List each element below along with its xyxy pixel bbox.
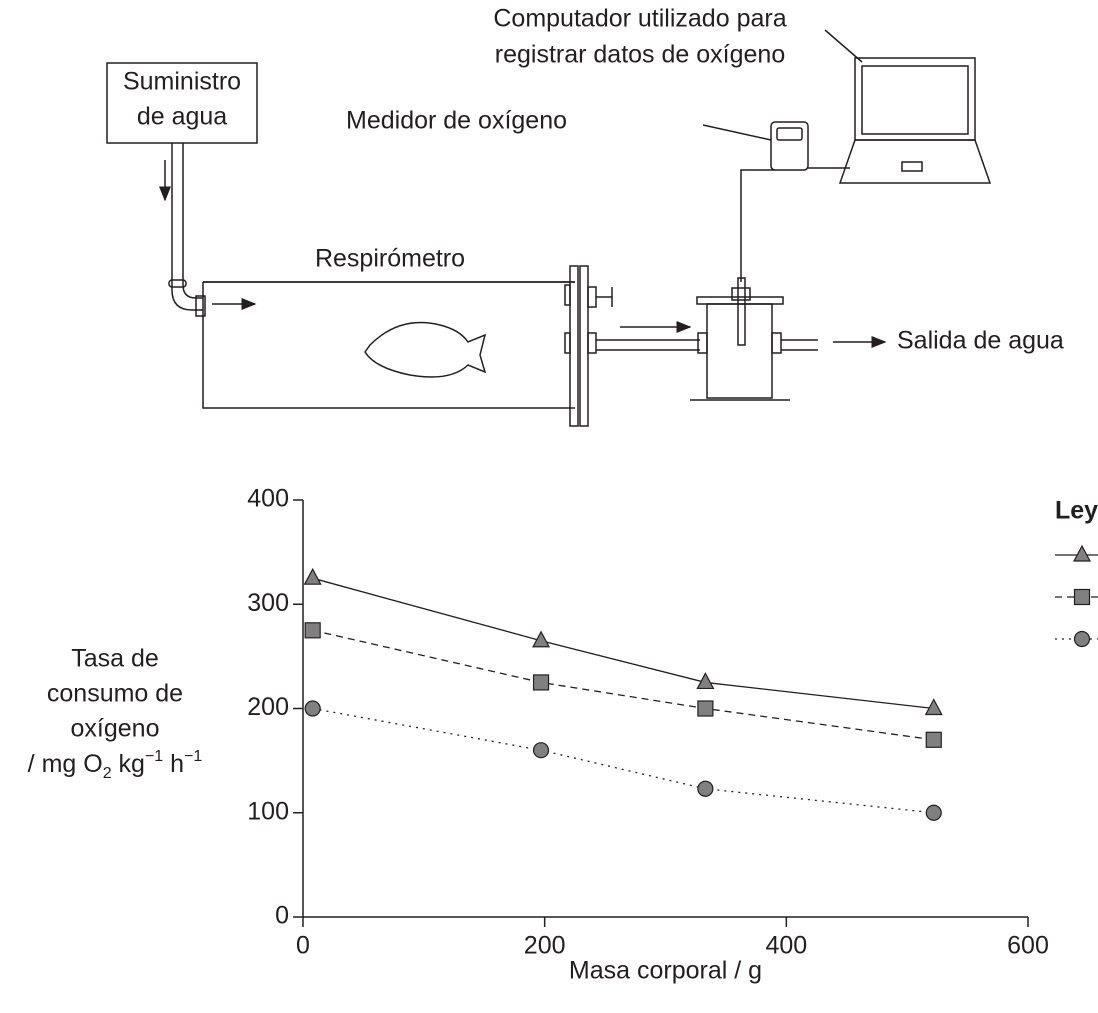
y-axis-label: oxígeno — [71, 715, 160, 743]
laptop-pad — [902, 162, 922, 171]
unit-part: h — [163, 750, 184, 778]
series-line — [313, 630, 934, 739]
data-point — [305, 701, 320, 716]
data-point — [926, 732, 941, 747]
seal — [565, 285, 570, 305]
seal — [565, 333, 570, 353]
x-axis-label: Masa corporal / g — [569, 957, 762, 985]
inlet-pipe — [172, 143, 203, 310]
legend-marker — [1075, 590, 1090, 605]
probe — [732, 288, 750, 300]
y-axis-label: Tasa de — [71, 645, 159, 673]
respirometer-label: Respirómetro — [315, 245, 465, 273]
laptop-screen — [855, 58, 975, 140]
data-point — [926, 805, 941, 820]
y-tick-label: 300 — [247, 589, 289, 617]
end-plate — [580, 266, 588, 426]
x-tick-label: 200 — [524, 932, 566, 960]
y-tick-label: 0 — [275, 902, 289, 930]
computer-label: registrar datos de oxígeno — [495, 41, 785, 69]
data-point — [926, 700, 942, 715]
data-point — [698, 701, 713, 716]
legend-marker — [1075, 632, 1090, 647]
unit-part: −1 — [145, 748, 163, 765]
outlet-pipe — [781, 340, 818, 350]
page: Computador utilizado para registrar dato… — [0, 0, 1098, 1013]
y-tick-label: 100 — [247, 797, 289, 825]
x-tick-label: 0 — [296, 932, 310, 960]
chart: 0 100 200 300 400 0 200 400 600 Masa corporal / g… — [28, 485, 1098, 985]
pipe-fitting — [588, 333, 596, 353]
valve — [596, 287, 612, 307]
data-point — [534, 675, 549, 690]
series-line — [313, 578, 934, 708]
computer-label: Computador utilizado para — [493, 5, 786, 33]
figure: Computador utilizado para registrar dato… — [0, 0, 1098, 1013]
legend-title: Ley — [1055, 497, 1098, 525]
legend-marker — [1074, 546, 1090, 561]
y-axis-label: consumo de — [47, 680, 183, 708]
meter-label: Medidor de oxígeno — [346, 107, 567, 135]
connect-pipe — [596, 340, 700, 350]
pipe-fitting — [772, 333, 781, 353]
leader-line — [703, 125, 771, 140]
apparatus-diagram: Computador utilizado para registrar dato… — [107, 5, 1064, 426]
fish — [365, 323, 485, 378]
data-point — [534, 743, 549, 758]
unit-part: −1 — [184, 748, 202, 765]
measure-chamber — [707, 304, 772, 398]
respirometer-tank — [203, 282, 575, 408]
x-tick-label: 400 — [765, 932, 807, 960]
valve — [588, 287, 596, 307]
supply-label: Suministro — [123, 68, 241, 96]
cable — [741, 170, 775, 282]
supply-label: de agua — [137, 103, 227, 131]
laptop-screen — [862, 66, 968, 134]
data-point — [305, 569, 321, 584]
x-tick-label: 600 — [1007, 932, 1049, 960]
data-point — [698, 781, 713, 796]
y-tick-label: 200 — [247, 693, 289, 721]
unit-part: kg — [112, 750, 145, 778]
unit-part: 2 — [103, 765, 112, 782]
series-line — [313, 709, 934, 813]
y-axis-unit: / mg O2 kg−1 h−1 — [28, 748, 203, 782]
meter-display — [777, 128, 802, 140]
unit-part: / mg O — [28, 750, 103, 778]
leader-line — [825, 30, 862, 62]
outlet-label: Salida de agua — [897, 327, 1064, 355]
data-point — [305, 623, 320, 638]
end-plate — [570, 266, 578, 426]
y-tick-label: 400 — [247, 485, 289, 513]
